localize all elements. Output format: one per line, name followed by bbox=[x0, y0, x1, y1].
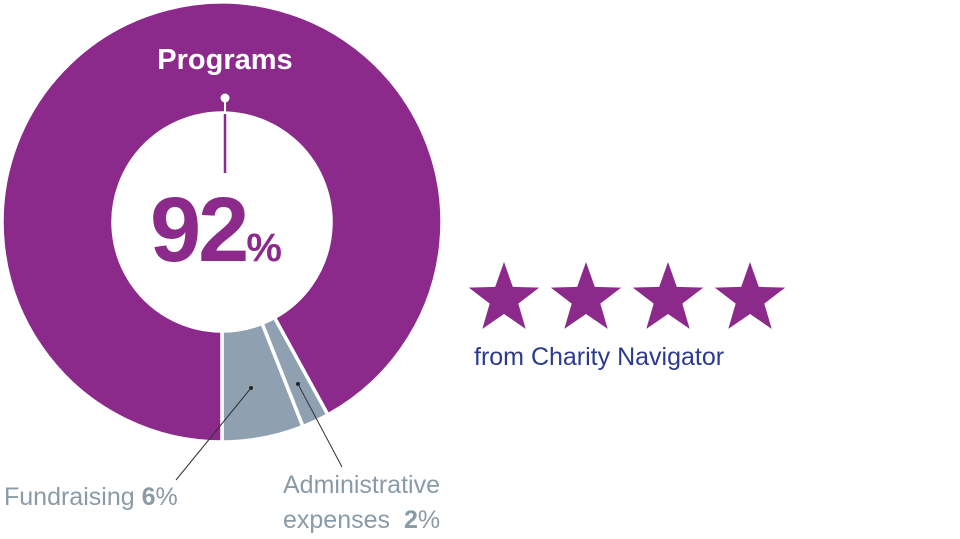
slice-programs bbox=[0, 0, 444, 444]
star-icon bbox=[468, 262, 540, 329]
admin-name-line1: Administrative bbox=[283, 471, 440, 499]
pct-sign: % bbox=[417, 506, 441, 534]
fundraising-name: Fundraising bbox=[4, 483, 135, 511]
programs-label: Programs bbox=[157, 44, 293, 76]
center-percentage: 92% bbox=[150, 178, 282, 283]
rating-source: from Charity Navigator bbox=[474, 343, 725, 371]
star-icon bbox=[550, 262, 622, 329]
admin-value: 2 bbox=[403, 506, 418, 534]
pct-sign: % bbox=[155, 483, 178, 511]
fundraising-label: Fundraising 6% bbox=[4, 482, 178, 512]
star-icon bbox=[714, 262, 786, 329]
fundraising-leader-line bbox=[175, 387, 252, 481]
fundraising-value: 6 bbox=[141, 483, 156, 511]
admin-leader-line bbox=[297, 383, 343, 468]
center-unit: % bbox=[246, 226, 282, 270]
admin-label: Administrative expenses 2% bbox=[283, 470, 440, 535]
admin-name-line2: expenses bbox=[283, 506, 391, 534]
center-value: 92 bbox=[150, 179, 249, 281]
star-icon bbox=[632, 262, 704, 329]
